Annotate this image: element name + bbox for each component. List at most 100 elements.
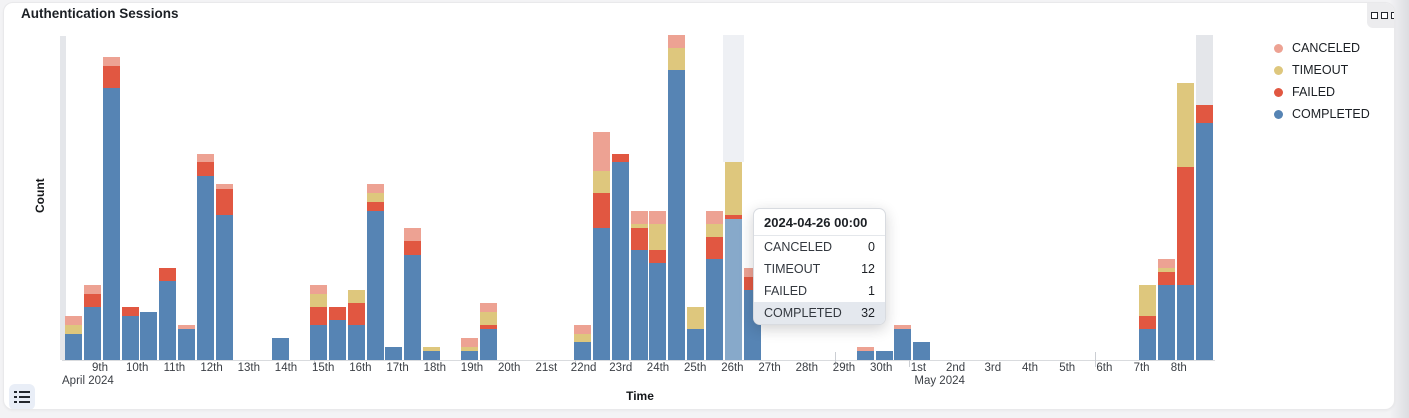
bar-segment-completed-2024-04-10 00:00[interactable]	[121, 316, 139, 360]
bar-segment-completed-2024-04-29 12:00[interactable]	[856, 351, 874, 360]
bar-segment-completed-2024-04-19 00:00[interactable]	[460, 351, 478, 360]
bar-segment-timeout-2024-05-07 00:00[interactable]	[1139, 285, 1157, 317]
bar-segment-failed-2024-04-26 00:00[interactable]	[724, 215, 742, 220]
bar-segment-failed-2024-04-12 00:00[interactable]	[196, 162, 214, 176]
bar-segment-canceled-2024-05-07 12:00[interactable]	[1158, 258, 1176, 268]
bar-segment-completed-2024-05-08 00:00[interactable]	[1177, 285, 1195, 360]
bar-segment-completed-2024-04-19 12:00[interactable]	[479, 329, 497, 360]
bar-segment-canceled-2024-04-24 12:00[interactable]	[668, 35, 686, 49]
bar-segment-completed-2024-04-25 00:00[interactable]	[687, 329, 705, 360]
bar-segment-failed-2024-04-25 12:00[interactable]	[705, 237, 723, 259]
bar-segment-failed-2024-04-11 00:00[interactable]	[159, 267, 177, 281]
bar-segment-failed-2024-04-09 12:00[interactable]	[102, 65, 120, 88]
bar-segment-canceled-2024-04-22 00:00[interactable]	[573, 324, 591, 334]
bar-segment-completed-2024-04-16 12:00[interactable]	[366, 210, 384, 360]
bar-segment-completed-2024-04-17 00:00[interactable]	[385, 346, 403, 360]
bar-segment-completed-2024-04-22 12:00[interactable]	[592, 228, 610, 360]
bar-segment-timeout-2024-05-07 12:00[interactable]	[1158, 267, 1176, 273]
bar-segment-completed-2024-05-08 12:00[interactable]	[1196, 122, 1213, 360]
bar-segment-completed-2024-04-23 12:00[interactable]	[630, 250, 648, 360]
legend-item-timeout[interactable]: TIMEOUT	[1274, 59, 1394, 81]
bar-segment-canceled-2024-04-16 12:00[interactable]	[366, 184, 384, 194]
bar-segment-completed-2024-04-08 12:00[interactable]	[65, 333, 82, 360]
bar-segment-timeout-2024-05-08 00:00[interactable]	[1177, 83, 1195, 167]
bar-segment-canceled-2024-04-12 12:00[interactable]	[215, 184, 233, 189]
bar-segment-canceled-2024-04-12 00:00[interactable]	[196, 153, 214, 163]
bar-segment-canceled-2024-04-19 00:00[interactable]	[460, 338, 478, 347]
bar-segment-timeout-2024-04-26 00:00[interactable]	[724, 162, 742, 216]
bar-segment-failed-2024-04-15 12:00[interactable]	[328, 307, 346, 321]
bar-segment-completed-2024-04-24 12:00[interactable]	[668, 70, 686, 360]
bar-segment-timeout-2024-04-23 12:00[interactable]	[630, 223, 648, 229]
chart-plot-area[interactable]: 9th 10th 11th 12th 13th 14th 15th 16th 17th 18th 1…	[4, 3, 1394, 409]
bar-segment-completed-2024-05-07 12:00[interactable]	[1158, 285, 1176, 360]
bar-segment-completed-2024-04-12 00:00[interactable]	[196, 175, 214, 360]
bar-segment-canceled-2024-04-08 12:00[interactable]	[65, 316, 82, 325]
bar-segment-failed-2024-05-08 00:00[interactable]	[1177, 166, 1195, 286]
bar-segment-canceled-2024-04-09 00:00[interactable]	[83, 285, 101, 295]
bar-segment-failed-2024-04-10 00:00[interactable]	[121, 307, 139, 317]
bar-segment-completed-2024-04-24 00:00[interactable]	[649, 263, 667, 360]
bar-segment-timeout-2024-04-08 12:00[interactable]	[65, 324, 82, 334]
bar-segment-timeout-2024-04-24 00:00[interactable]	[649, 223, 667, 251]
bar-segment-completed-2024-04-30 00:00[interactable]	[875, 351, 893, 360]
bar-segment-completed-2024-04-11 12:00[interactable]	[178, 329, 196, 360]
bar-segment-canceled-2024-04-15 00:00[interactable]	[310, 285, 328, 295]
bar-segment-completed-2024-04-12 12:00[interactable]	[215, 215, 233, 360]
bar-segment-failed-2024-04-15 00:00[interactable]	[310, 307, 328, 325]
bar-segment-canceled-2024-04-09 12:00[interactable]	[102, 56, 120, 66]
bar-segment-canceled-2024-04-30 12:00[interactable]	[894, 324, 912, 330]
bar-segment-failed-2024-05-07 00:00[interactable]	[1139, 316, 1157, 330]
bar-segment-failed-2024-04-22 12:00[interactable]	[592, 193, 610, 229]
bar-segment-failed-2024-04-19 12:00[interactable]	[479, 324, 497, 330]
bar-segment-completed-2024-04-10 12:00[interactable]	[140, 311, 158, 360]
bar-segment-timeout-2024-04-22 00:00[interactable]	[573, 333, 591, 343]
bar-segment-timeout-2024-04-25 00:00[interactable]	[687, 307, 705, 330]
bar-segment-failed-2024-04-17 12:00[interactable]	[404, 241, 422, 255]
bar-segment-completed-2024-04-30 12:00[interactable]	[894, 329, 912, 360]
bar-segment-timeout-2024-04-19 00:00[interactable]	[460, 346, 478, 352]
bar-segment-canceled-2024-04-17 12:00[interactable]	[404, 228, 422, 242]
bar-segment-canceled-2024-04-19 12:00[interactable]	[479, 302, 497, 312]
legend-item-failed[interactable]: FAILED	[1274, 81, 1394, 103]
bar-segment-timeout-2024-04-19 12:00[interactable]	[479, 311, 497, 325]
bar-segment-failed-2024-04-12 12:00[interactable]	[215, 188, 233, 216]
bar-segment-failed-2024-04-23 00:00[interactable]	[611, 153, 629, 163]
panel-menu-button[interactable]	[1367, 3, 1394, 28]
bar-segment-failed-2024-05-07 12:00[interactable]	[1158, 272, 1176, 286]
bar-segment-canceled-2024-04-23 12:00[interactable]	[630, 210, 648, 224]
bar-segment-timeout-2024-04-15 00:00[interactable]	[310, 294, 328, 308]
bar-segment-completed-2024-04-18 00:00[interactable]	[423, 351, 441, 360]
bar-segment-completed-2024-04-17 12:00[interactable]	[404, 254, 422, 360]
bar-segment-timeout-2024-04-22 12:00[interactable]	[592, 171, 610, 194]
bar-segment-timeout-2024-04-18 00:00[interactable]	[423, 346, 441, 352]
bar-segment-completed-2024-04-14 00:00[interactable]	[272, 338, 290, 360]
bar-segment-canceled-2024-04-24 00:00[interactable]	[649, 210, 667, 224]
bar-segment-timeout-2024-04-24 12:00[interactable]	[668, 48, 686, 71]
bar-segment-completed-2024-04-09 12:00[interactable]	[102, 87, 120, 360]
bar-segment-timeout-2024-04-25 12:00[interactable]	[705, 223, 723, 238]
bar-segment-completed-2024-04-22 00:00[interactable]	[573, 342, 591, 360]
bar-segment-completed-2024-04-16 00:00[interactable]	[347, 324, 365, 360]
bar-segment-completed-2024-04-25 12:00[interactable]	[705, 258, 723, 360]
legend-toggle-button[interactable]	[9, 384, 35, 409]
bar-segment-failed-2024-04-16 12:00[interactable]	[366, 201, 384, 211]
bar-segment-completed-2024-04-23 00:00[interactable]	[611, 162, 629, 360]
bar-segment-canceled-2024-04-11 12:00[interactable]	[178, 324, 196, 330]
bar-segment-failed-2024-04-24 00:00[interactable]	[649, 250, 667, 264]
bar-segment-completed-2024-04-26 00:00[interactable]	[724, 219, 742, 360]
bar-segment-timeout-2024-04-16 12:00[interactable]	[366, 193, 384, 202]
clipped-gray-bar[interactable]	[60, 36, 66, 360]
legend-item-canceled[interactable]: CANCELED	[1274, 37, 1394, 59]
bar-segment-gray-2024-05-08 12:00[interactable]	[1196, 35, 1213, 106]
bar-segment-failed-2024-04-23 12:00[interactable]	[630, 228, 648, 251]
bar-segment-canceled-2024-04-25 12:00[interactable]	[705, 210, 723, 224]
bar-segment-failed-2024-04-09 00:00[interactable]	[83, 294, 101, 308]
bar-segment-completed-2024-04-11 00:00[interactable]	[159, 280, 177, 360]
bar-segment-completed-2024-04-15 12:00[interactable]	[328, 320, 346, 360]
bar-segment-completed-2024-04-09 00:00[interactable]	[83, 307, 101, 360]
legend-item-completed[interactable]: COMPLETED	[1274, 103, 1394, 125]
bar-segment-failed-2024-05-08 12:00[interactable]	[1196, 105, 1213, 123]
bar-segment-failed-2024-04-16 00:00[interactable]	[347, 302, 365, 325]
bar-segment-canceled-2024-04-26 12:00[interactable]	[743, 267, 761, 277]
